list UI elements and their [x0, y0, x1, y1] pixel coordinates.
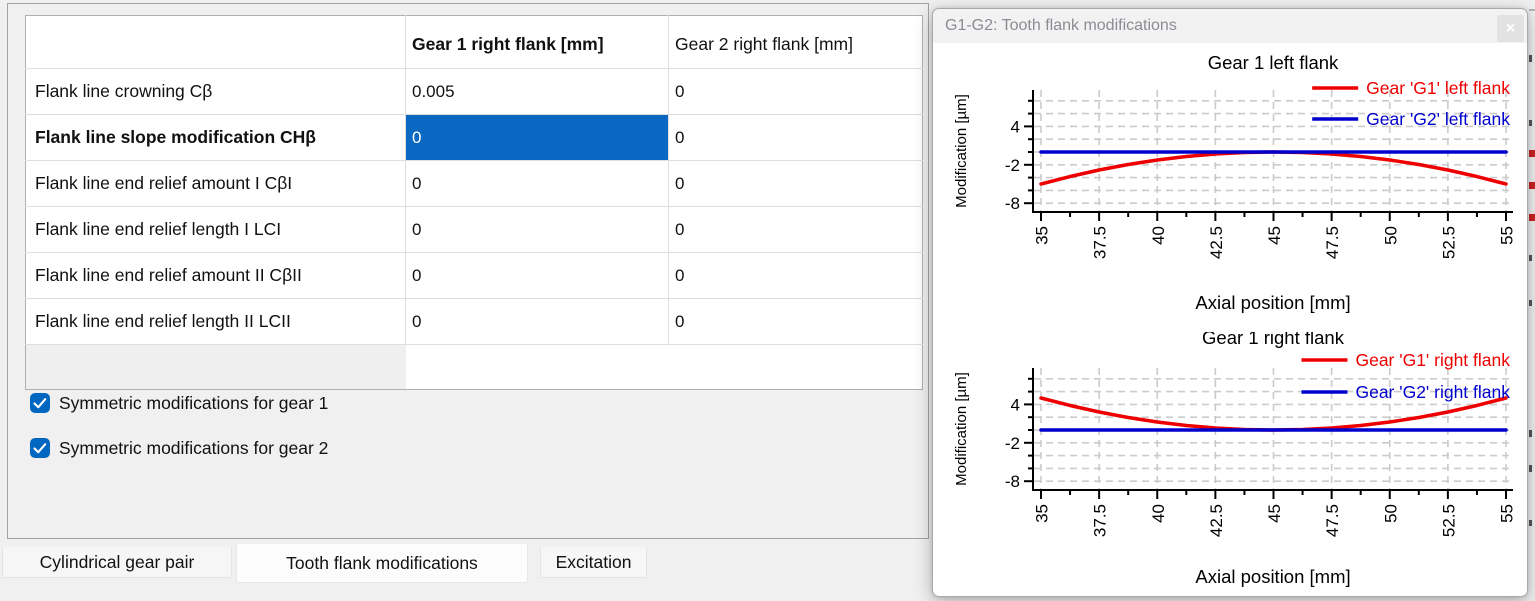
- tab-label: Cylindrical gear pair: [39, 551, 195, 572]
- table-row-end-relief-amount-1: Flank line end relief amount I CβI 0 0: [25, 160, 923, 207]
- tab-excitation[interactable]: Excitation: [540, 547, 647, 578]
- svg-text:45: 45: [1265, 504, 1284, 523]
- svg-text:-2: -2: [1005, 434, 1020, 453]
- svg-text:50: 50: [1381, 226, 1400, 245]
- cell-gear1-value[interactable]: 0.005: [405, 68, 669, 115]
- row-label: Flank line end relief amount II CβII: [25, 252, 406, 299]
- cell-gear2-value[interactable]: 0: [668, 206, 923, 253]
- window-titlebar[interactable]: G1-G2: Tooth flank modifications ×: [933, 9, 1527, 43]
- close-icon[interactable]: ×: [1497, 15, 1524, 42]
- cell-gear1-value[interactable]: 0: [405, 206, 669, 253]
- tab-cylindrical-gear-pair[interactable]: Cylindrical gear pair: [2, 547, 232, 578]
- cell-gear2-value[interactable]: 0: [668, 160, 923, 207]
- cell-gear1-value[interactable]: 0: [405, 298, 669, 345]
- checkbox-checked-icon[interactable]: [30, 438, 50, 458]
- svg-text:-2: -2: [1005, 156, 1020, 175]
- table-row-end-relief-length-2: Flank line end relief length II LCII 0 0: [25, 298, 923, 345]
- cell-gear2-value[interactable]: 0: [668, 252, 923, 299]
- svg-text:Gear 1 right flank: Gear 1 right flank: [1202, 332, 1345, 348]
- checkbox-symmetric-gear2[interactable]: Symmetric modifications for gear 2: [30, 437, 328, 459]
- svg-text:Gear 1 left flank: Gear 1 left flank: [1208, 52, 1339, 73]
- table-header-row: Gear 1 right flank [mm] Gear 2 right fla…: [25, 15, 923, 69]
- svg-text:35: 35: [1033, 504, 1052, 523]
- cell-gear1-value[interactable]: 0: [405, 252, 669, 299]
- flank-modifications-table: Gear 1 right flank [mm] Gear 2 right fla…: [25, 15, 923, 390]
- svg-text:55: 55: [1498, 504, 1517, 523]
- cell-gear2-value[interactable]: 0: [668, 298, 923, 345]
- svg-text:4: 4: [1011, 117, 1020, 136]
- table-filler-row: [25, 344, 923, 390]
- svg-text:40: 40: [1149, 504, 1168, 523]
- svg-text:Gear 'G1' left flank: Gear 'G1' left flank: [1366, 78, 1510, 98]
- svg-text:Modification [µm]: Modification [µm]: [953, 372, 970, 486]
- svg-text:55: 55: [1498, 226, 1517, 245]
- svg-text:37.5: 37.5: [1091, 226, 1110, 259]
- window-title: G1-G2: Tooth flank modifications: [945, 17, 1177, 34]
- checkbox-label: Symmetric modifications for gear 1: [59, 392, 329, 413]
- chart-gear1-left-flank: 4 -2 -8 35 37.5 40 42.5 45 47.5 50 52.5 55 Gear 1 le…: [953, 52, 1517, 313]
- svg-text:Gear 'G1' right flank: Gear 'G1' right flank: [1355, 350, 1510, 370]
- svg-text:-8: -8: [1005, 194, 1020, 213]
- table-row-end-relief-length-1: Flank line end relief length I LCI 0 0: [25, 206, 923, 253]
- svg-text:52.5: 52.5: [1439, 226, 1458, 259]
- cell-gear1-value[interactable]: 0: [405, 160, 669, 207]
- tab-tooth-flank-modifications[interactable]: Tooth flank modifications: [236, 544, 528, 583]
- row-label: Flank line slope modification CHβ: [25, 114, 406, 161]
- chart-gear1-right-flank: 4 -2 -8 35 37.5 40 42.5 45 47.5 50 52.5 55 Gear 1 ri…: [953, 332, 1517, 587]
- svg-text:42.5: 42.5: [1207, 226, 1226, 259]
- checkbox-checked-icon[interactable]: [30, 393, 50, 413]
- cell-gear2-value[interactable]: 0: [668, 68, 923, 115]
- table-row-end-relief-amount-2: Flank line end relief amount II CβII 0 0: [25, 252, 923, 299]
- svg-text:Axial position [mm]: Axial position [mm]: [1195, 292, 1350, 313]
- table-header-gear2-right-flank[interactable]: Gear 2 right flank [mm]: [668, 15, 923, 69]
- row-label: Flank line end relief length II LCII: [25, 298, 406, 345]
- svg-text:Axial position [mm]: Axial position [mm]: [1195, 566, 1350, 587]
- cell-gear1-value-selected[interactable]: 0: [405, 114, 669, 161]
- tooth-flank-modifications-window: G1-G2: Tooth flank modifications × 4 -2 -8…: [932, 8, 1528, 597]
- tab-label: Excitation: [555, 551, 632, 572]
- row-label: Flank line crowning Cβ: [25, 68, 406, 115]
- svg-text:45: 45: [1265, 226, 1284, 245]
- svg-text:35: 35: [1033, 226, 1052, 245]
- svg-text:52.5: 52.5: [1439, 504, 1458, 537]
- table-row-crowning: Flank line crowning Cβ 0.005 0: [25, 68, 923, 115]
- modifications-panel: Gear 1 right flank [mm] Gear 2 right fla…: [7, 3, 929, 539]
- table-header-gear1-right-flank[interactable]: Gear 1 right flank [mm]: [405, 15, 669, 69]
- table-header-empty: [25, 15, 406, 69]
- svg-text:42.5: 42.5: [1207, 504, 1226, 537]
- checkbox-label: Symmetric modifications for gear 2: [59, 437, 329, 458]
- svg-text:37.5: 37.5: [1091, 504, 1110, 537]
- svg-text:-8: -8: [1005, 472, 1020, 491]
- row-label: Flank line end relief length I LCI: [25, 206, 406, 253]
- svg-text:40: 40: [1149, 226, 1168, 245]
- svg-text:47.5: 47.5: [1323, 504, 1342, 537]
- svg-text:4: 4: [1011, 395, 1020, 414]
- svg-text:Gear 'G2' left flank: Gear 'G2' left flank: [1366, 109, 1510, 129]
- tab-label: Tooth flank modifications: [286, 552, 478, 573]
- svg-text:Gear 'G2' right flank: Gear 'G2' right flank: [1355, 382, 1510, 402]
- checkbox-symmetric-gear1[interactable]: Symmetric modifications for gear 1: [30, 392, 328, 414]
- svg-text:Modification [µm]: Modification [µm]: [953, 94, 970, 208]
- svg-text:50: 50: [1381, 504, 1400, 523]
- cell-gear2-value[interactable]: 0: [668, 114, 923, 161]
- row-label: Flank line end relief amount I CβI: [25, 160, 406, 207]
- table-row-slope-modification: Flank line slope modification CHβ 0 0: [25, 114, 923, 161]
- background-window-edge: [1528, 0, 1535, 601]
- svg-text:47.5: 47.5: [1323, 226, 1342, 259]
